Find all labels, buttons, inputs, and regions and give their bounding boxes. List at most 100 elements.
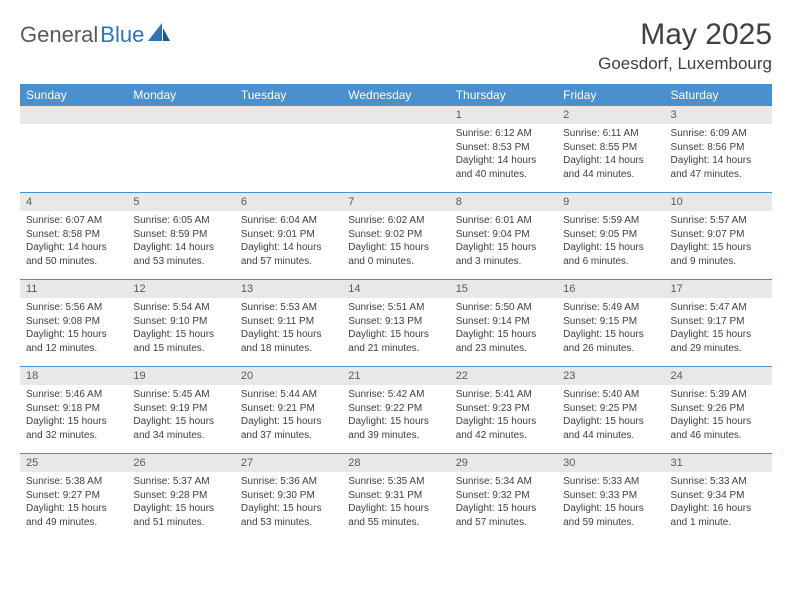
day-cell: 14Sunrise: 5:51 AMSunset: 9:13 PMDayligh…	[342, 280, 449, 366]
sail-icon	[148, 23, 170, 48]
day-body: Sunrise: 6:05 AMSunset: 8:59 PMDaylight:…	[127, 211, 234, 272]
calendar-head: SundayMondayTuesdayWednesdayThursdayFrid…	[20, 84, 772, 106]
week-row: 4Sunrise: 6:07 AMSunset: 8:58 PMDaylight…	[20, 193, 772, 279]
weekday-row: SundayMondayTuesdayWednesdayThursdayFrid…	[20, 84, 772, 106]
day-body: Sunrise: 5:57 AMSunset: 9:07 PMDaylight:…	[665, 211, 772, 272]
day-cell: 16Sunrise: 5:49 AMSunset: 9:15 PMDayligh…	[557, 280, 664, 366]
day-cell: 1Sunrise: 6:12 AMSunset: 8:53 PMDaylight…	[450, 106, 557, 192]
day-body: Sunrise: 5:42 AMSunset: 9:22 PMDaylight:…	[342, 385, 449, 446]
day-body: Sunrise: 5:35 AMSunset: 9:31 PMDaylight:…	[342, 472, 449, 533]
day-number: 13	[235, 280, 342, 298]
day-body: Sunrise: 5:37 AMSunset: 9:28 PMDaylight:…	[127, 472, 234, 533]
day-cell: 20Sunrise: 5:44 AMSunset: 9:21 PMDayligh…	[235, 367, 342, 453]
day-body: Sunrise: 5:33 AMSunset: 9:33 PMDaylight:…	[557, 472, 664, 533]
day-number: 4	[20, 193, 127, 211]
day-cell: 2Sunrise: 6:11 AMSunset: 8:55 PMDaylight…	[557, 106, 664, 192]
day-cell: 27Sunrise: 5:36 AMSunset: 9:30 PMDayligh…	[235, 454, 342, 540]
day-number: 27	[235, 454, 342, 472]
day-cell: 24Sunrise: 5:39 AMSunset: 9:26 PMDayligh…	[665, 367, 772, 453]
day-cell: 5Sunrise: 6:05 AMSunset: 8:59 PMDaylight…	[127, 193, 234, 279]
day-number: 26	[127, 454, 234, 472]
day-number-empty	[235, 106, 342, 124]
weekday-header: Saturday	[665, 84, 772, 106]
day-body: Sunrise: 6:12 AMSunset: 8:53 PMDaylight:…	[450, 124, 557, 185]
day-body: Sunrise: 5:50 AMSunset: 9:14 PMDaylight:…	[450, 298, 557, 359]
day-number-empty	[20, 106, 127, 124]
weekday-header: Wednesday	[342, 84, 449, 106]
day-body: Sunrise: 5:59 AMSunset: 9:05 PMDaylight:…	[557, 211, 664, 272]
day-body: Sunrise: 5:51 AMSunset: 9:13 PMDaylight:…	[342, 298, 449, 359]
day-body-empty	[20, 124, 127, 180]
day-cell: 18Sunrise: 5:46 AMSunset: 9:18 PMDayligh…	[20, 367, 127, 453]
day-cell: 3Sunrise: 6:09 AMSunset: 8:56 PMDaylight…	[665, 106, 772, 192]
day-body: Sunrise: 6:02 AMSunset: 9:02 PMDaylight:…	[342, 211, 449, 272]
location: Goesdorf, Luxembourg	[598, 54, 772, 74]
day-number: 29	[450, 454, 557, 472]
day-body-empty	[127, 124, 234, 180]
day-number: 14	[342, 280, 449, 298]
day-cell: 17Sunrise: 5:47 AMSunset: 9:17 PMDayligh…	[665, 280, 772, 366]
day-body-empty	[235, 124, 342, 180]
week-row: 25Sunrise: 5:38 AMSunset: 9:27 PMDayligh…	[20, 454, 772, 540]
day-cell: 30Sunrise: 5:33 AMSunset: 9:33 PMDayligh…	[557, 454, 664, 540]
day-number: 21	[342, 367, 449, 385]
day-cell: 19Sunrise: 5:45 AMSunset: 9:19 PMDayligh…	[127, 367, 234, 453]
day-number: 20	[235, 367, 342, 385]
day-cell: 25Sunrise: 5:38 AMSunset: 9:27 PMDayligh…	[20, 454, 127, 540]
day-number: 6	[235, 193, 342, 211]
day-number: 7	[342, 193, 449, 211]
calendar-table: SundayMondayTuesdayWednesdayThursdayFrid…	[20, 84, 772, 540]
weekday-header: Monday	[127, 84, 234, 106]
day-number: 12	[127, 280, 234, 298]
day-number: 1	[450, 106, 557, 124]
weekday-header: Thursday	[450, 84, 557, 106]
day-number: 30	[557, 454, 664, 472]
day-number: 28	[342, 454, 449, 472]
day-body: Sunrise: 6:07 AMSunset: 8:58 PMDaylight:…	[20, 211, 127, 272]
day-number: 24	[665, 367, 772, 385]
weekday-header: Tuesday	[235, 84, 342, 106]
day-body: Sunrise: 5:41 AMSunset: 9:23 PMDaylight:…	[450, 385, 557, 446]
day-cell: 21Sunrise: 5:42 AMSunset: 9:22 PMDayligh…	[342, 367, 449, 453]
day-cell: 9Sunrise: 5:59 AMSunset: 9:05 PMDaylight…	[557, 193, 664, 279]
day-body: Sunrise: 5:44 AMSunset: 9:21 PMDaylight:…	[235, 385, 342, 446]
day-body: Sunrise: 6:01 AMSunset: 9:04 PMDaylight:…	[450, 211, 557, 272]
day-cell: 28Sunrise: 5:35 AMSunset: 9:31 PMDayligh…	[342, 454, 449, 540]
day-body: Sunrise: 5:38 AMSunset: 9:27 PMDaylight:…	[20, 472, 127, 533]
day-number: 2	[557, 106, 664, 124]
day-cell: 26Sunrise: 5:37 AMSunset: 9:28 PMDayligh…	[127, 454, 234, 540]
day-cell: 13Sunrise: 5:53 AMSunset: 9:11 PMDayligh…	[235, 280, 342, 366]
day-cell: 10Sunrise: 5:57 AMSunset: 9:07 PMDayligh…	[665, 193, 772, 279]
day-number: 19	[127, 367, 234, 385]
day-body: Sunrise: 6:11 AMSunset: 8:55 PMDaylight:…	[557, 124, 664, 185]
day-cell: 4Sunrise: 6:07 AMSunset: 8:58 PMDaylight…	[20, 193, 127, 279]
day-body: Sunrise: 5:54 AMSunset: 9:10 PMDaylight:…	[127, 298, 234, 359]
day-body: Sunrise: 5:53 AMSunset: 9:11 PMDaylight:…	[235, 298, 342, 359]
calendar-page: GeneralBlue May 2025 Goesdorf, Luxembour…	[0, 0, 792, 550]
day-number: 8	[450, 193, 557, 211]
week-row: 1Sunrise: 6:12 AMSunset: 8:53 PMDaylight…	[20, 106, 772, 192]
day-number: 31	[665, 454, 772, 472]
day-cell: 15Sunrise: 5:50 AMSunset: 9:14 PMDayligh…	[450, 280, 557, 366]
day-number: 23	[557, 367, 664, 385]
week-row: 11Sunrise: 5:56 AMSunset: 9:08 PMDayligh…	[20, 280, 772, 366]
day-cell: 22Sunrise: 5:41 AMSunset: 9:23 PMDayligh…	[450, 367, 557, 453]
day-cell: 11Sunrise: 5:56 AMSunset: 9:08 PMDayligh…	[20, 280, 127, 366]
day-number: 11	[20, 280, 127, 298]
day-body: Sunrise: 5:34 AMSunset: 9:32 PMDaylight:…	[450, 472, 557, 533]
day-number: 9	[557, 193, 664, 211]
day-cell: 23Sunrise: 5:40 AMSunset: 9:25 PMDayligh…	[557, 367, 664, 453]
day-cell: 7Sunrise: 6:02 AMSunset: 9:02 PMDaylight…	[342, 193, 449, 279]
day-number: 25	[20, 454, 127, 472]
title-block: May 2025 Goesdorf, Luxembourg	[598, 18, 772, 74]
day-number: 17	[665, 280, 772, 298]
day-number: 22	[450, 367, 557, 385]
day-cell: 31Sunrise: 5:33 AMSunset: 9:34 PMDayligh…	[665, 454, 772, 540]
month-title: May 2025	[598, 18, 772, 52]
day-body: Sunrise: 5:45 AMSunset: 9:19 PMDaylight:…	[127, 385, 234, 446]
day-cell	[342, 106, 449, 192]
day-body: Sunrise: 6:09 AMSunset: 8:56 PMDaylight:…	[665, 124, 772, 185]
day-body: Sunrise: 5:49 AMSunset: 9:15 PMDaylight:…	[557, 298, 664, 359]
week-row: 18Sunrise: 5:46 AMSunset: 9:18 PMDayligh…	[20, 367, 772, 453]
weekday-header: Friday	[557, 84, 664, 106]
